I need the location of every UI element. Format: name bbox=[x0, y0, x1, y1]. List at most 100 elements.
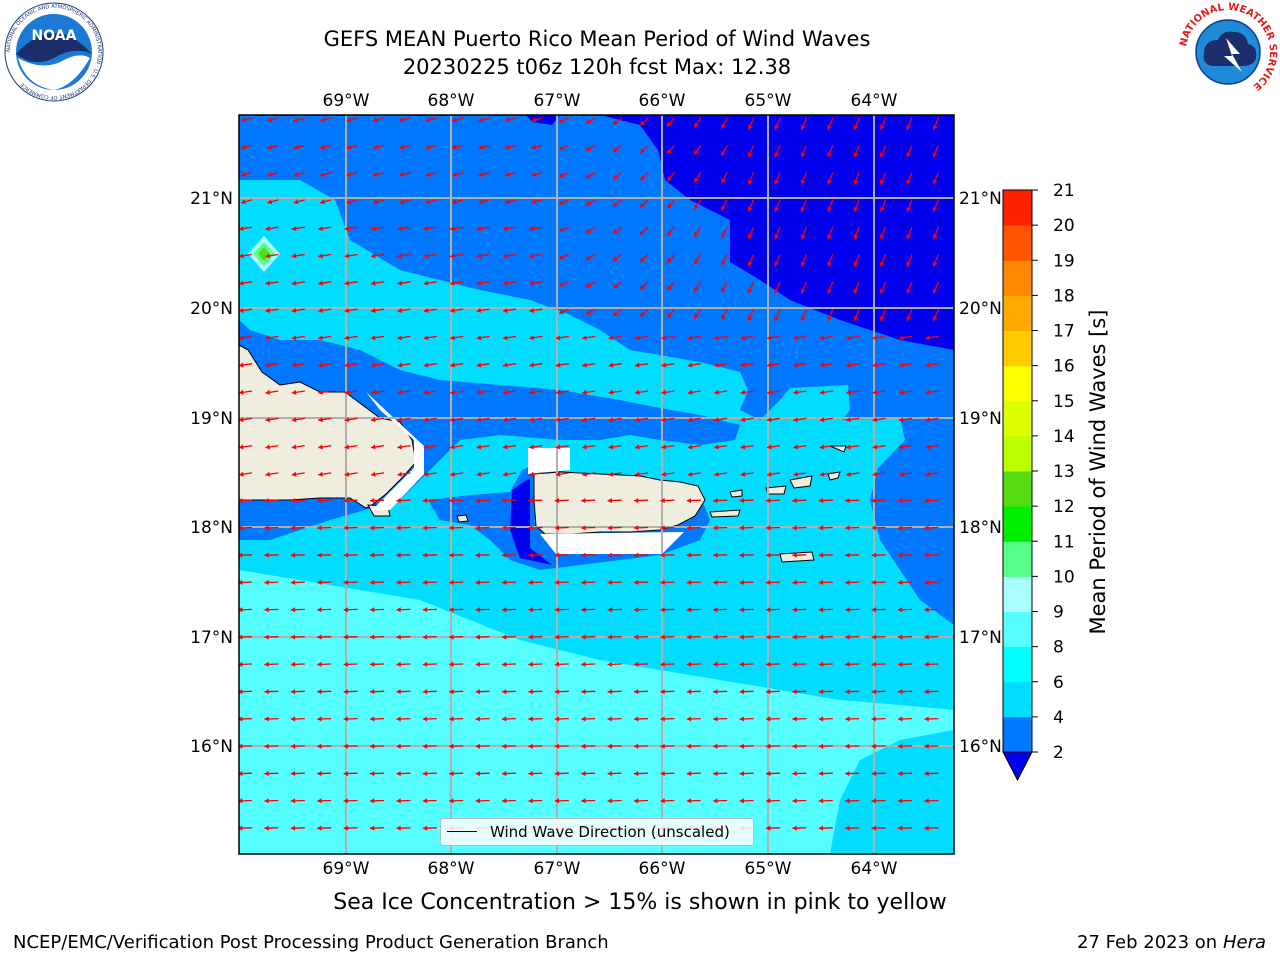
wave-direction-arrowhead bbox=[239, 689, 243, 695]
wave-direction-arrowhead bbox=[800, 261, 806, 267]
wave-direction-arrowhead bbox=[607, 497, 612, 504]
wave-direction-arrowhead bbox=[898, 579, 903, 586]
wave-direction-arrowhead bbox=[371, 335, 376, 341]
wave-direction-arrowhead bbox=[871, 743, 876, 749]
wave-direction-arrowhead bbox=[529, 226, 535, 232]
wave-direction-arrowhead bbox=[449, 689, 454, 695]
wave-direction-arrowhead bbox=[423, 307, 429, 313]
wave-direction-arrowhead bbox=[739, 634, 744, 640]
wave-direction-arrowhead bbox=[924, 552, 929, 558]
wave-direction-arrowhead bbox=[846, 444, 851, 450]
wave-direction-arrowhead bbox=[660, 634, 665, 640]
wave-direction-arrowhead bbox=[239, 798, 243, 804]
wave-direction-arrowhead bbox=[818, 716, 824, 722]
wave-direction-arrowhead bbox=[713, 798, 718, 804]
colorbar-extend-triangle bbox=[1002, 751, 1033, 782]
wave-direction-arrowhead bbox=[344, 226, 350, 232]
wave-direction-arrowhead bbox=[581, 743, 586, 749]
lon-label: 67°W bbox=[534, 859, 581, 879]
wave-direction-arrowhead bbox=[317, 770, 322, 777]
wave-direction-arrowhead bbox=[879, 152, 885, 158]
wave-direction-arrowhead bbox=[634, 770, 639, 777]
wave-direction-arrowhead bbox=[264, 716, 269, 722]
lon-label: 65°W bbox=[745, 91, 792, 111]
wave-direction-arrowhead bbox=[819, 362, 825, 368]
wave-direction-arrowhead bbox=[476, 280, 482, 286]
wave-direction-arrowhead bbox=[827, 234, 832, 240]
wave-direction-arrowhead bbox=[766, 770, 771, 777]
wave-direction-arrowhead bbox=[555, 417, 561, 423]
wave-direction-arrowhead bbox=[767, 444, 772, 450]
colorbar-segment bbox=[1003, 541, 1032, 577]
wave-direction-arrowhead bbox=[449, 798, 454, 804]
wave-direction-arrowhead bbox=[581, 661, 586, 667]
wave-direction-arrowhead bbox=[370, 798, 375, 804]
colorbar-segment bbox=[1003, 435, 1032, 472]
wave-direction-arrowhead bbox=[853, 234, 859, 240]
wave-direction-arrowhead bbox=[555, 471, 561, 477]
wave-direction-arrowhead bbox=[475, 743, 480, 749]
wave-direction-arrowhead bbox=[476, 335, 482, 341]
wave-direction-arrowhead bbox=[502, 634, 507, 640]
colorbar-segment bbox=[1003, 611, 1032, 648]
wave-direction-arrowhead bbox=[924, 634, 929, 640]
wave-direction-arrowhead bbox=[792, 743, 797, 749]
wave-direction-arrowhead bbox=[924, 497, 929, 504]
wave-direction-arrowhead bbox=[607, 716, 612, 722]
colorbar-segment bbox=[1003, 225, 1032, 261]
wave-direction-arrowhead bbox=[239, 579, 243, 586]
wave-direction-arrowhead bbox=[634, 607, 639, 613]
wave-direction-arrowhead bbox=[845, 661, 850, 667]
wave-direction-arrowhead bbox=[819, 389, 825, 395]
wave-direction-arrowhead bbox=[898, 661, 903, 667]
wave-direction-arrowhead bbox=[370, 825, 375, 831]
wave-direction-arrowhead bbox=[529, 307, 535, 313]
wave-direction-arrowhead bbox=[694, 204, 699, 210]
noaa-logo: NATIONAL OCEANIC AND ATMOSPHERIC ADMINIS… bbox=[4, 2, 104, 102]
wave-direction-arrowhead bbox=[291, 471, 297, 477]
wave-direction-arrowhead bbox=[586, 228, 592, 233]
legend-line-icon bbox=[447, 831, 477, 832]
wave-direction-arrowhead bbox=[241, 144, 246, 150]
wave-direction-arrowhead bbox=[713, 770, 718, 777]
wave-direction-arrowhead bbox=[422, 770, 428, 777]
wave-direction-arrowhead bbox=[879, 234, 885, 240]
wave-direction-arrowhead bbox=[264, 497, 269, 504]
wave-direction-arrowhead bbox=[475, 497, 480, 504]
colorbar-tick-label: 4 bbox=[1053, 708, 1064, 728]
wave-direction-arrowhead bbox=[343, 743, 348, 749]
wave-direction-arrowhead bbox=[423, 335, 429, 341]
wave-direction-arrowhead bbox=[924, 689, 929, 695]
wave-direction-arrowhead bbox=[793, 444, 799, 450]
wave-direction-arrowhead bbox=[370, 770, 375, 777]
wave-direction-arrowhead bbox=[422, 825, 428, 831]
colorbar-tick-label: 16 bbox=[1053, 357, 1075, 377]
wave-direction-arrowhead bbox=[608, 335, 614, 341]
wave-direction-arrowhead bbox=[898, 716, 903, 722]
wave-direction-arrowhead bbox=[422, 689, 428, 695]
wave-direction-arrowhead bbox=[265, 389, 271, 395]
wave-direction-arrowhead bbox=[792, 716, 797, 722]
wave-direction-arrowhead bbox=[346, 171, 352, 177]
wave-direction-arrowhead bbox=[397, 362, 403, 368]
wave-direction-arrowhead bbox=[667, 203, 672, 209]
wave-direction-arrowhead bbox=[635, 335, 640, 341]
wave-direction-arrowhead bbox=[686, 634, 692, 640]
wave-direction-arrowhead bbox=[740, 389, 746, 395]
colorbar-segment bbox=[1003, 471, 1032, 507]
wave-direction-arrowhead bbox=[739, 661, 744, 667]
wave-direction-arrowhead bbox=[581, 525, 586, 531]
wave-direction-arrowhead bbox=[818, 825, 824, 831]
wave-direction-arrowhead bbox=[343, 798, 348, 804]
wave-direction-arrowhead bbox=[291, 362, 297, 368]
wave-direction-arrowhead bbox=[608, 389, 614, 395]
wave-direction-arrowhead bbox=[267, 144, 273, 150]
lat-label: 21°N bbox=[190, 189, 233, 209]
period-band-below-2 bbox=[600, 115, 954, 350]
wave-direction-arrowhead bbox=[239, 716, 243, 722]
wave-direction-arrowhead bbox=[478, 144, 484, 150]
wave-direction-arrowhead bbox=[555, 444, 561, 450]
wave-direction-arrowhead bbox=[503, 362, 508, 368]
wave-direction-arrowhead bbox=[370, 497, 375, 504]
